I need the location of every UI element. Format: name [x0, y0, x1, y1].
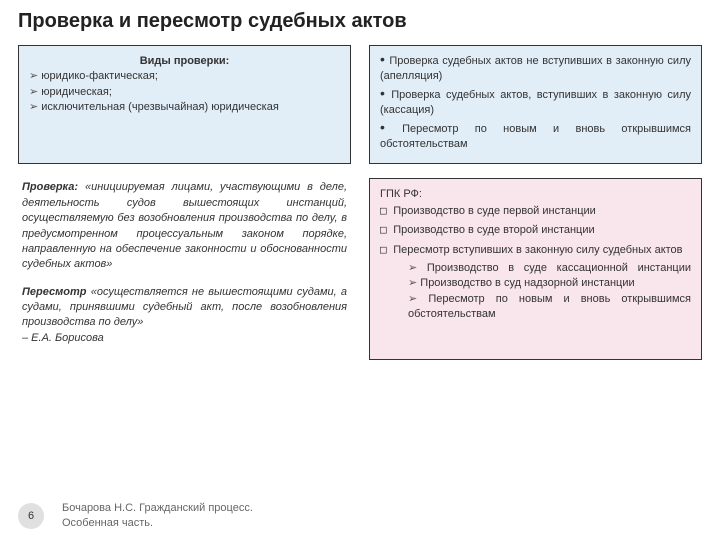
- box-types-of-review: Виды проверки: юридико-фактическая; юрид…: [18, 45, 351, 164]
- gpk-subitem: Пересмотр по новым и вновь открывшимся о…: [408, 292, 691, 323]
- review-kind-item: Проверка судебных актов, вступивших в за…: [380, 88, 691, 119]
- gpk-subitem: Производство в суд надзорной инстанции: [408, 276, 691, 291]
- slide-title: Проверка и пересмотр судебных актов: [18, 10, 702, 33]
- types-item: юридическая;: [29, 85, 340, 100]
- proverka-label: Проверка:: [22, 181, 78, 193]
- content-grid: Виды проверки: юридико-фактическая; юрид…: [18, 45, 702, 360]
- box-review-kinds: Проверка судебных актов не вступивших в …: [369, 45, 702, 164]
- author-name: – Е.А. Борисова: [22, 332, 104, 344]
- peresmotr-label: Пересмотр: [22, 286, 86, 298]
- types-item: исключительная (чрезвычайная) юридическа…: [29, 100, 340, 115]
- page-number: 6: [18, 503, 44, 529]
- footer: 6 Бочарова Н.С. Гражданский процесс. Осо…: [18, 501, 253, 530]
- types-list: юридико-фактическая; юридическая; исключ…: [29, 69, 340, 115]
- gpk-item: Пересмотр вступивших в законную силу суд…: [380, 242, 691, 258]
- credit-text: Бочарова Н.С. Гражданский процесс. Особе…: [62, 501, 253, 530]
- gpk-sublist: Производство в суде кассационной инстанц…: [380, 261, 691, 323]
- gpk-item: Производство в суде второй инстанции: [380, 222, 691, 238]
- proverka-body: «инициируемая лицами, участвующими в дел…: [22, 181, 347, 270]
- types-item: юридико-фактическая;: [29, 69, 340, 84]
- definitions-block: Проверка: «инициируемая лицами, участвую…: [18, 178, 351, 360]
- gpk-item: Производство в суде первой инстанции: [380, 203, 691, 219]
- review-kind-item: Пересмотр по новым и вновь открывшимся о…: [380, 122, 691, 153]
- credit-line: Бочарова Н.С. Гражданский процесс.: [62, 502, 253, 514]
- box-gpk-rf: ГПК РФ: Производство в суде первой инста…: [369, 178, 702, 360]
- credit-line: Особенная часть.: [62, 517, 153, 529]
- types-heading: Виды проверки:: [29, 54, 340, 69]
- review-kinds-list: Проверка судебных актов не вступивших в …: [380, 54, 691, 152]
- review-kind-item: Проверка судебных актов не вступивших в …: [380, 54, 691, 85]
- gpk-list: Производство в суде первой инстанции Про…: [380, 203, 691, 258]
- gpk-heading: ГПК РФ:: [380, 187, 691, 202]
- gpk-subitem: Производство в суде кассационной инстанц…: [408, 261, 691, 276]
